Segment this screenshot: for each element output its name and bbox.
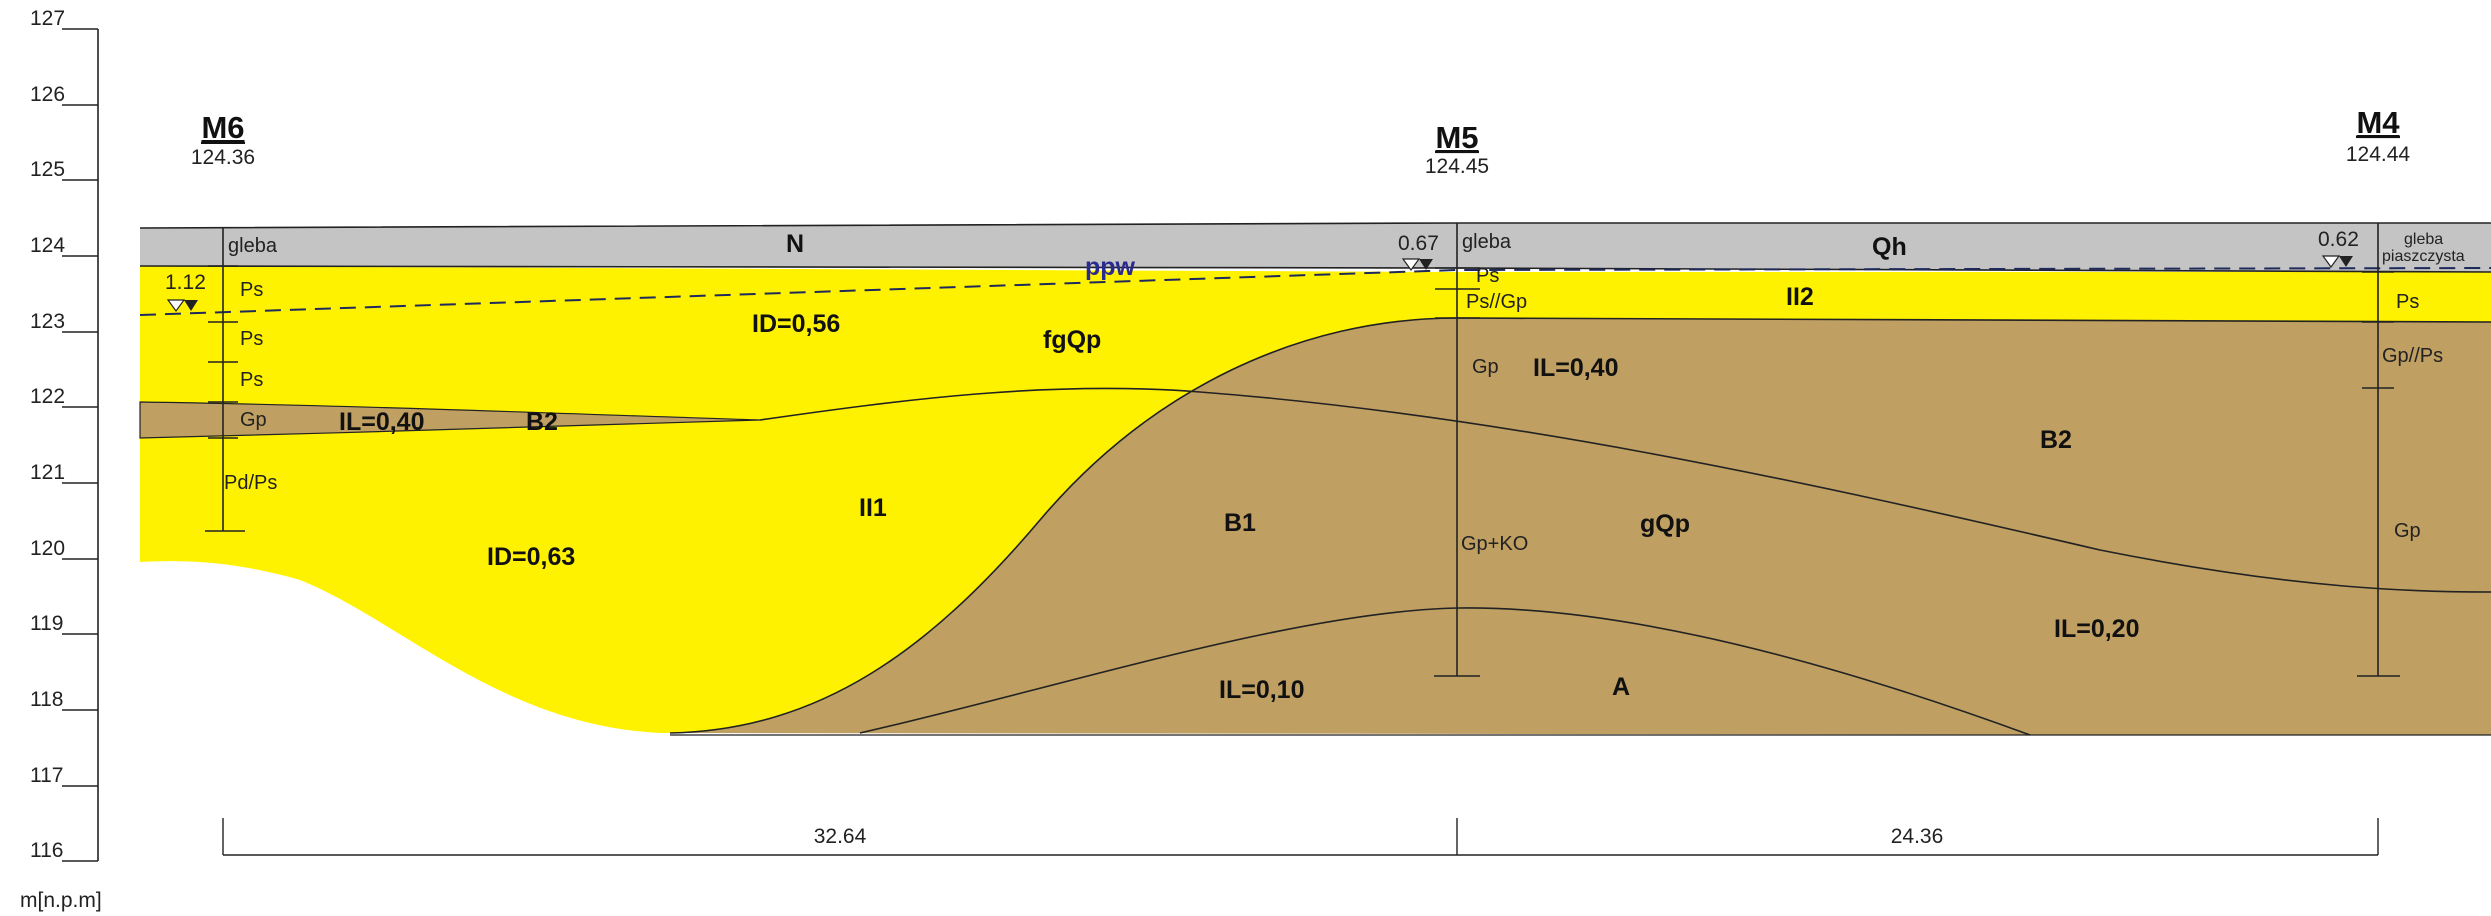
unit-label-b2: B2 xyxy=(2040,426,2072,454)
layer-label: Ps xyxy=(240,369,263,391)
liquidity-label: IL=0,10 xyxy=(1219,676,1304,704)
liquidity-label: IL=0,20 xyxy=(2054,615,2139,643)
water-level-marker xyxy=(2321,255,2341,269)
tick-label: 121 xyxy=(30,461,65,484)
soil-layer xyxy=(140,223,2491,272)
well-elevation-m4: 124.44 xyxy=(2346,143,2411,166)
layer-label: piaszczysta xyxy=(2382,248,2465,265)
tick-label: 120 xyxy=(30,537,65,560)
unit-label-ii2: II2 xyxy=(1786,283,1814,311)
clay-lens xyxy=(139,401,761,439)
layer-label: Ps xyxy=(240,279,263,301)
unit-labels: N Qh ppw II2 fgQp ID=0,56 IL=0,40 B2 II1… xyxy=(339,230,2139,704)
groundwater-line xyxy=(139,267,2491,316)
borehole-m6: M6 124.36 gleba Ps Ps Ps Gp Pd/Ps 1.12 xyxy=(165,110,278,532)
layer-label: Gp xyxy=(2394,520,2421,542)
unit-label-qh: Qh xyxy=(1872,233,1907,261)
tick-label: 125 xyxy=(30,158,65,181)
layer-label: Gp xyxy=(1472,356,1499,378)
sand-layer xyxy=(140,266,2491,733)
water-level-marker xyxy=(166,299,186,313)
unit-label-ii1: II1 xyxy=(859,494,887,522)
density-label: ID=0,63 xyxy=(487,543,575,571)
layer-label: gleba xyxy=(1462,231,1512,253)
well-elevation-m5: 124.45 xyxy=(1425,155,1489,178)
layer-label: gleba xyxy=(2404,231,2443,248)
unit-label-gqp: gQp xyxy=(1640,510,1690,538)
tick-label: 119 xyxy=(30,612,63,635)
tick-label: 123 xyxy=(30,310,65,333)
well-name-m6: M6 xyxy=(201,110,244,145)
water-level-marker xyxy=(184,300,198,311)
liquidity-label: IL=0,40 xyxy=(339,408,424,436)
density-label: ID=0,56 xyxy=(752,310,840,338)
well-elevation-m6: 124.36 xyxy=(191,146,255,169)
water-level-marker xyxy=(1401,258,1421,272)
layer-label: Gp+KO xyxy=(1461,533,1528,555)
water-level-marker xyxy=(2339,256,2353,267)
distance-bar: 32.64 24.36 xyxy=(222,818,2379,856)
distance-label: 24.36 xyxy=(1891,825,1944,848)
layer-label: Ps xyxy=(2396,291,2419,313)
borehole-m4: M4 124.44 gleba piaszczysta Ps Gp//Ps Gp… xyxy=(2318,105,2465,677)
tick-label: 116 xyxy=(30,839,63,862)
tick-label: 124 xyxy=(30,234,65,257)
water-level-m5: 0.67 xyxy=(1398,232,1439,255)
layer-label: Ps//Gp xyxy=(1466,291,1527,313)
elevation-axis: 127 126 125 124 123 122 121 120 119 118 … xyxy=(20,7,102,912)
axis-unit: m[n.p.m] xyxy=(20,889,102,912)
water-level-m4: 0.62 xyxy=(2318,228,2359,251)
unit-label-b1: B1 xyxy=(1224,509,1256,537)
clay-layer xyxy=(670,318,2491,735)
borehole-m5: M5 124.45 gleba Ps Ps//Gp Gp Gp+KO 0.67 xyxy=(1398,120,1528,677)
well-name-m4: M4 xyxy=(2356,105,2400,140)
layer-label: gleba xyxy=(228,235,278,257)
tick-label: 122 xyxy=(30,385,65,408)
tick-label: 117 xyxy=(30,764,63,787)
tick-label: 126 xyxy=(30,83,65,106)
unit-label-fgqp: fgQp xyxy=(1043,326,1101,354)
tick-label: 127 xyxy=(30,7,65,30)
unit-label-a: A xyxy=(1612,673,1630,701)
layer-label: Gp//Ps xyxy=(2382,345,2443,367)
tick-label: 118 xyxy=(30,688,63,711)
unit-label-n: N xyxy=(786,230,804,258)
groundwater-label: ppw xyxy=(1085,253,1136,281)
layer-label: Ps xyxy=(240,328,263,350)
distance-label: 32.64 xyxy=(814,825,867,848)
water-level-marker xyxy=(1419,259,1433,270)
unit-label-b2: B2 xyxy=(526,408,558,436)
water-level-m6: 1.12 xyxy=(165,271,206,294)
layer-label: Ps xyxy=(1476,265,1499,287)
liquidity-label: IL=0,40 xyxy=(1533,354,1618,382)
layer-label: Pd/Ps xyxy=(224,472,277,494)
layer-label: Gp xyxy=(240,409,267,431)
well-name-m5: M5 xyxy=(1435,120,1478,155)
